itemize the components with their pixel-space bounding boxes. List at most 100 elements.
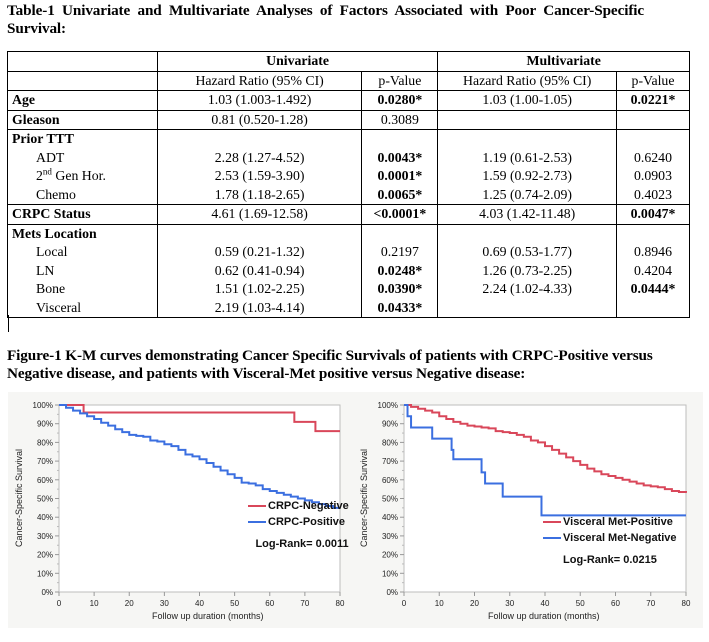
y-tick-label: 100% xyxy=(33,401,53,410)
uni-hr: 1.51 (1.02-2.25) xyxy=(214,281,305,296)
uni-p: 0.0001* xyxy=(377,168,423,183)
label-part: Gen Hor. xyxy=(51,168,106,183)
empty-cell xyxy=(7,51,158,71)
multi-p-header: p-Value xyxy=(616,70,690,91)
multi-p: 0.0903 xyxy=(634,168,672,183)
sub-label-local: Local xyxy=(36,244,68,259)
y-axis-label: Cancer-Specific Survival xyxy=(359,448,369,547)
uni-hr-header: Hazard Ratio (95% CI) xyxy=(156,70,363,91)
y-tick-label: 50% xyxy=(37,495,53,504)
legend-label: CRPC-Positive xyxy=(268,516,346,528)
sub-label-bone: Bone xyxy=(36,281,66,296)
table-row-gleason: Gleason 0.81 (0.520-1.28) 0.3089 xyxy=(7,109,690,130)
legend-swatch xyxy=(248,505,266,507)
multivariate-header: Multivariate xyxy=(437,51,690,71)
uni-p: 0.0043* xyxy=(377,149,423,165)
x-tick-label: 60 xyxy=(611,599,620,608)
group-label: Prior TTT xyxy=(12,131,74,146)
x-axis-label: Follow up duration (months) xyxy=(152,611,264,621)
uni-p: 0.0433* xyxy=(377,299,423,315)
row-label: Age xyxy=(7,90,158,110)
legend-label: Visceral Met-Positive xyxy=(563,516,673,528)
table-row-mets-location: Mets Location Local LN Bone Visceral 0.5… xyxy=(7,223,690,318)
log-rank-annotation: Log-Rank= 0.0011 xyxy=(255,538,349,550)
km-chart-crpc: 0% 10% 20% 30% 40% 50% 60% 70% 80% 90% 100% 0 10 20 30… xyxy=(8,392,354,628)
x-tick-label: 20 xyxy=(125,599,134,608)
uni-p-header: p-Value xyxy=(361,70,439,91)
uni-hr: 0.62 (0.41-0.94) xyxy=(214,262,305,278)
multi-hr: 1.03 (1.00-1.05) xyxy=(437,90,618,110)
legend-label: Visceral Met-Negative xyxy=(563,532,677,544)
multi-p: 0.8946 xyxy=(634,244,672,259)
x-tick-label: 80 xyxy=(336,599,345,608)
column-header-row: Hazard Ratio (95% CI) p-Value Hazard Rat… xyxy=(7,70,690,91)
uni-p: 0.2197 xyxy=(380,244,419,259)
table-row-age: Age 1.03 (1.003-1.492) 0.0280* 1.03 (1.0… xyxy=(7,90,690,110)
x-tick-label: 10 xyxy=(435,599,444,608)
table-row-crpc-status: CRPC Status 4.61 (1.69-12.58) <0.0001* 4… xyxy=(7,204,690,224)
y-tick-label: 30% xyxy=(382,532,398,541)
plot-area xyxy=(58,404,341,593)
multi-p-group: 0.6240 0.0903 0.4023 xyxy=(616,129,690,205)
uni-p: <0.0001* xyxy=(361,204,439,224)
row-label: CRPC Status xyxy=(7,204,158,224)
y-tick-label: 100% xyxy=(378,401,398,410)
multi-p: 0.0047* xyxy=(616,204,690,224)
y-tick-label: 0% xyxy=(41,588,53,597)
y-tick-label: 90% xyxy=(37,420,53,429)
row-label-group: Mets Location Local LN Bone Visceral xyxy=(7,223,158,318)
y-tick-label: 80% xyxy=(37,438,53,447)
group-label: Mets Location xyxy=(12,225,97,241)
km-plot-crpc: 0% 10% 20% 30% 40% 50% 60% 70% 80% 90% 100% 0 10 20 30… xyxy=(33,401,345,608)
x-tick-label: 30 xyxy=(160,599,169,608)
y-tick-label: 0% xyxy=(386,588,398,597)
multi-hr: 2.24 (1.02-4.33) xyxy=(482,281,573,296)
uni-hr: 2.53 (1.59-3.90) xyxy=(214,168,305,183)
multi-hr: 1.25 (0.74-2.09) xyxy=(482,186,573,202)
y-tick-label: 20% xyxy=(37,551,53,560)
uni-hr-group: 0.59 (0.21-1.32) 0.62 (0.41-0.94) 1.51 (… xyxy=(156,223,363,318)
sub-label-ln: LN xyxy=(36,262,55,278)
y-tick-label: 50% xyxy=(382,495,398,504)
km-curve-visceral-met-positive xyxy=(404,404,687,493)
y-tick-label: 40% xyxy=(37,513,53,522)
km-curve-crpc-positive xyxy=(59,404,340,509)
legend: Visceral Met-Positive Visceral Met-Negat… xyxy=(543,514,677,566)
multi-p: 0.4023 xyxy=(634,186,672,202)
multi-p xyxy=(616,109,690,130)
x-tick-label: 0 xyxy=(402,599,407,608)
figure-title: Figure-1 K-M curves demonstrating Cancer… xyxy=(7,347,653,382)
legend: CRPC-Negative CRPC-Positive Log-Rank= 0.… xyxy=(248,498,349,550)
multi-p: 0.4204 xyxy=(634,262,672,278)
uni-hr: 4.61 (1.69-12.58) xyxy=(156,204,363,224)
x-axis-label: Follow up duration (months) xyxy=(488,611,600,621)
multi-hr-header: Hazard Ratio (95% CI) xyxy=(437,70,618,91)
y-tick-label: 30% xyxy=(37,532,53,541)
multi-hr: 1.26 (0.73-2.25) xyxy=(482,262,573,278)
uni-p: 0.0248* xyxy=(377,262,423,278)
x-tick-label: 10 xyxy=(90,599,99,608)
label-superscript: nd xyxy=(42,166,52,177)
results-table: Univariate Multivariate Hazard Ratio (95… xyxy=(7,51,690,318)
sub-label-visceral: Visceral xyxy=(36,299,82,315)
km-chart-visceral: 0% 10% 20% 30% 40% 50% 60% 70% 80% 90% 100% 0 10 20 30… xyxy=(353,392,703,628)
table-row-prior-ttt: Prior TTT ADT 2nd Gen Hor. Chemo 2.28 (1… xyxy=(7,129,690,205)
y-tick-label: 60% xyxy=(382,476,398,485)
univariate-header: Univariate xyxy=(156,51,439,71)
y-tick-label: 80% xyxy=(382,438,398,447)
x-tick-label: 40 xyxy=(541,599,550,608)
text-cursor xyxy=(8,315,9,332)
multi-hr xyxy=(437,109,618,130)
multi-hr-group: 0.69 (0.53-1.77) 1.26 (0.73-2.25) 2.24 (… xyxy=(437,223,618,318)
y-axis-label: Cancer-Specific Survival xyxy=(14,448,24,547)
multi-p: 0.0221* xyxy=(616,90,690,110)
y-tick-label: 90% xyxy=(382,420,398,429)
uni-hr: 0.81 (0.520-1.28) xyxy=(156,109,363,130)
empty-cell xyxy=(7,70,158,91)
sub-label-2nd-gen-hor: 2nd Gen Hor. xyxy=(12,167,153,186)
y-tick-label: 40% xyxy=(382,513,398,522)
legend-swatch xyxy=(543,537,561,539)
multi-hr-group: 1.19 (0.61-2.53) 1.59 (0.92-2.73) 1.25 (… xyxy=(437,129,618,205)
uni-hr: 2.28 (1.27-4.52) xyxy=(214,149,305,165)
multi-hr: 0.69 (0.53-1.77) xyxy=(482,244,573,259)
